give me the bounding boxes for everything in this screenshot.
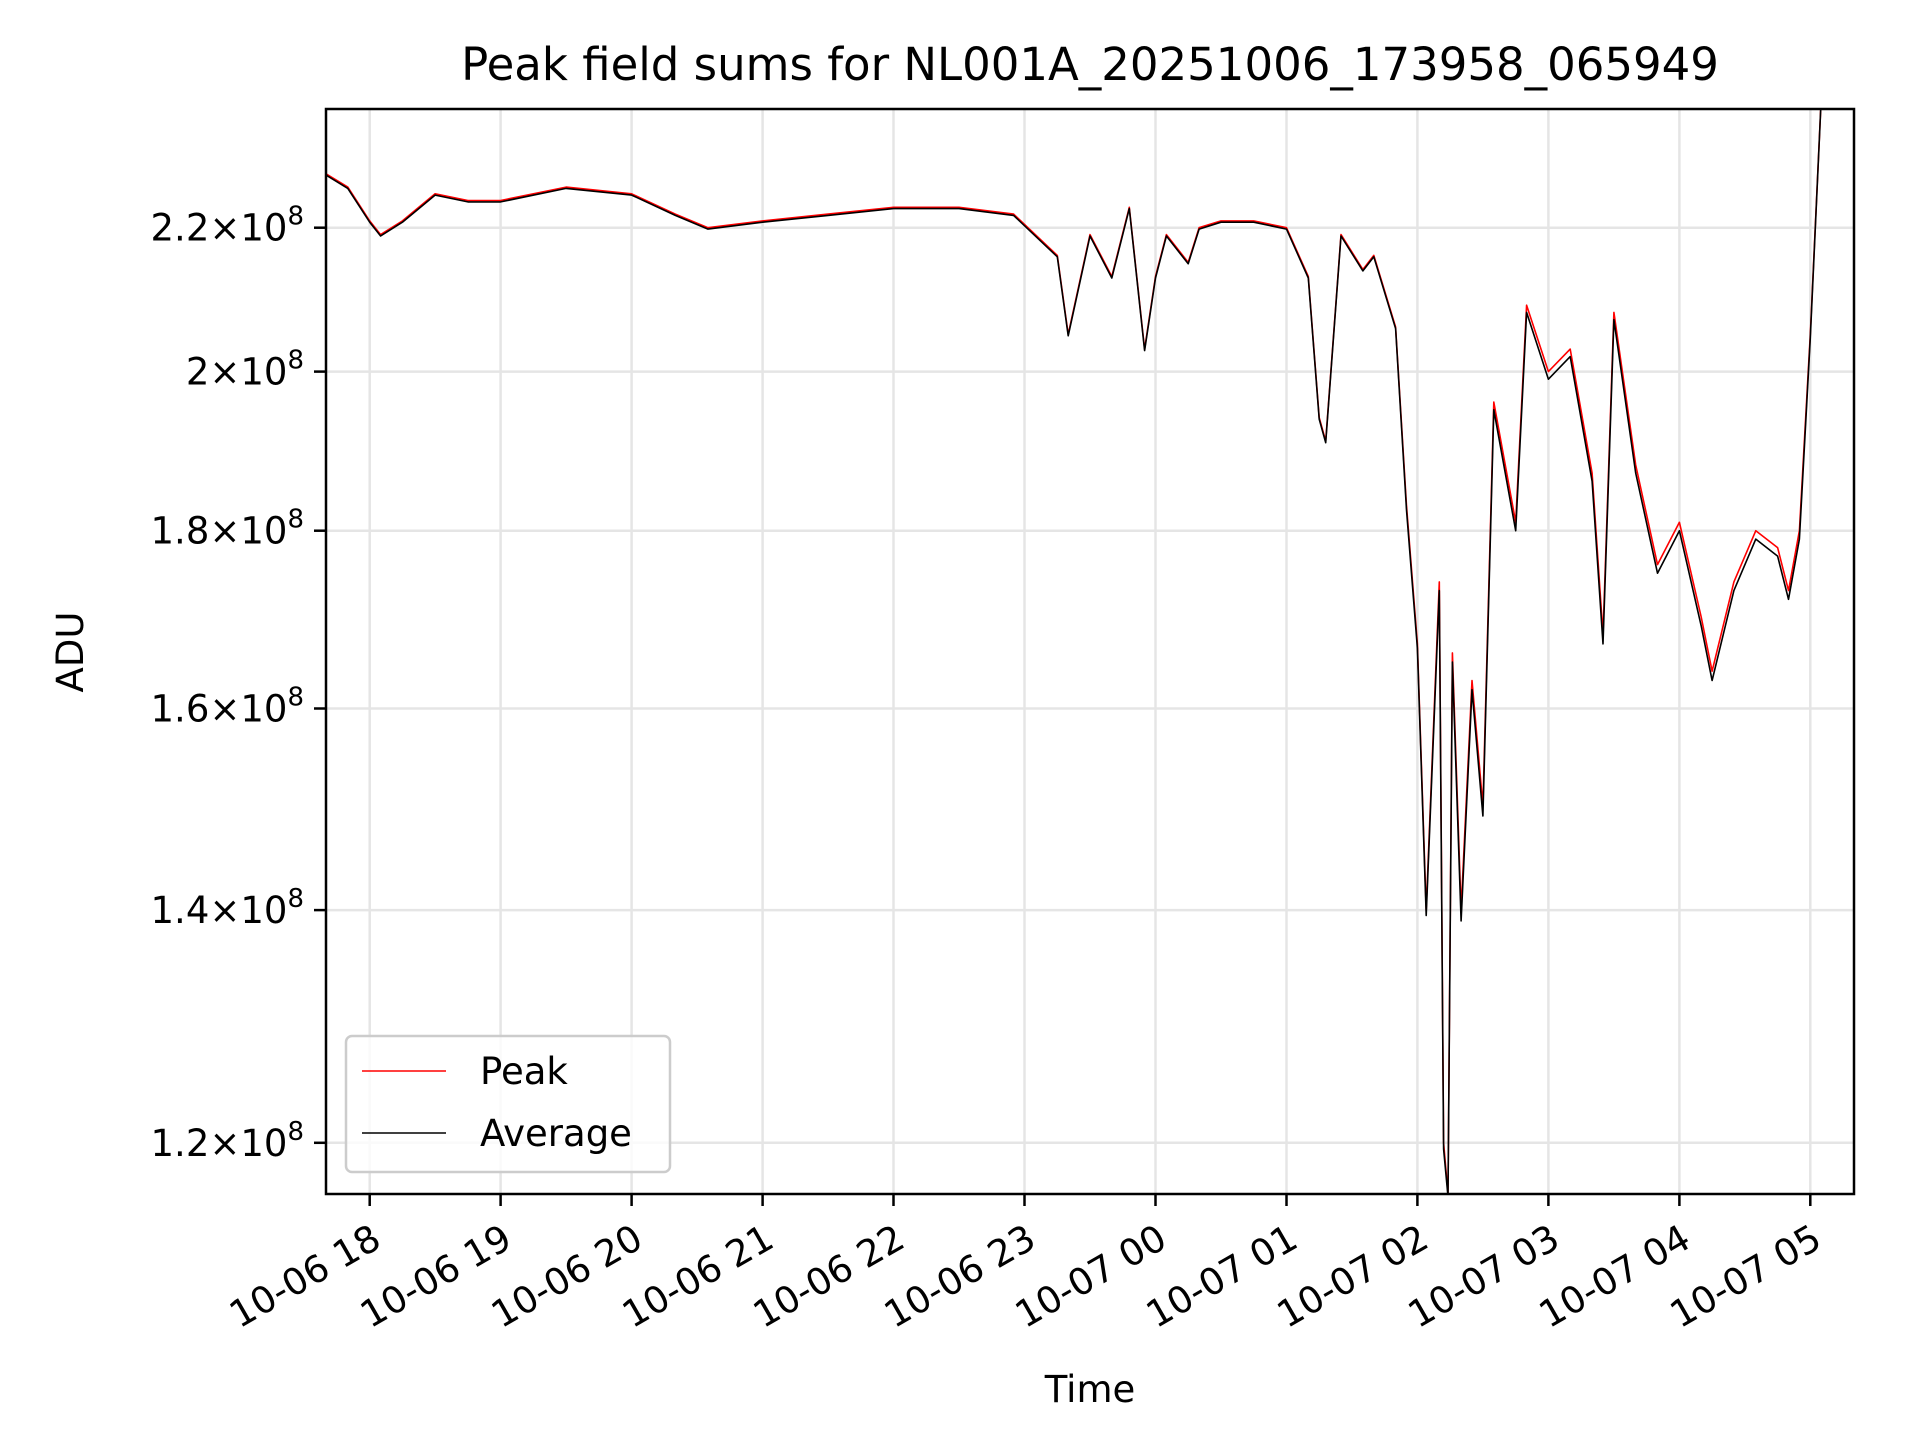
plot-area (326, 109, 1822, 1194)
y-tick-label: 2×108 (186, 346, 304, 394)
y-tick-label: 1.8×108 (151, 505, 304, 553)
y-axis: 1.2×108 1.4×108 1.6×108 1.8×108 2×108 2.2×108 (151, 202, 326, 1165)
x-axis-label: Time (1044, 1368, 1136, 1411)
legend: Peak Average (344, 1034, 672, 1174)
series-line-peak (326, 109, 1822, 1194)
legend-average-label: Average (480, 1112, 632, 1155)
series-line-average (326, 109, 1822, 1194)
legend-box (344, 1034, 672, 1174)
y-axis-label: ADU (49, 612, 92, 693)
plot-frame (324, 107, 1856, 1196)
y-tick-label: 2.2×108 (151, 202, 304, 250)
y-tick-label: 1.4×108 (151, 884, 304, 932)
y-tick-label: 1.2×108 (151, 1117, 304, 1165)
chart-title: Peak field sums for NL001A_20251006_1739… (461, 38, 1719, 91)
y-tick-label: 1.6×108 (151, 683, 304, 731)
grid (326, 109, 1854, 1194)
legend-peak-label: Peak (480, 1050, 568, 1093)
